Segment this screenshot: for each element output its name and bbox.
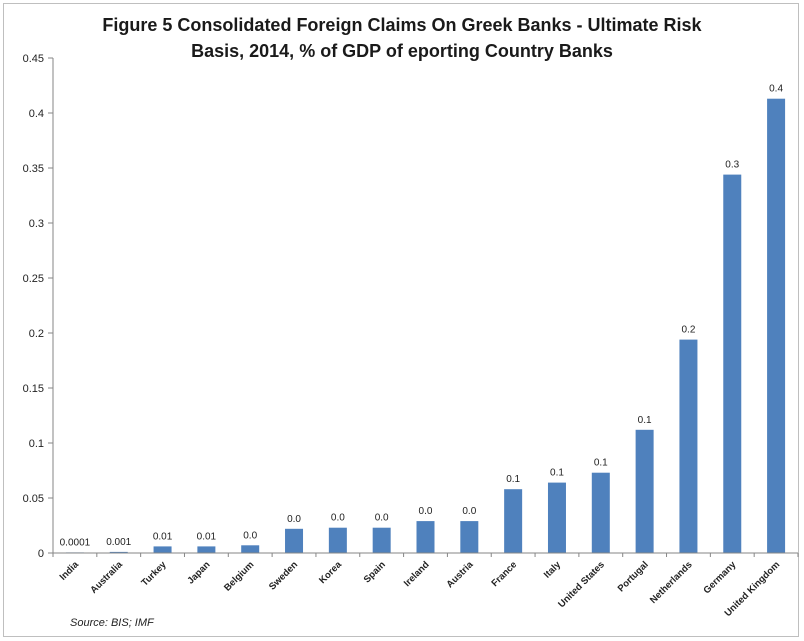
- data-label: 0.3: [725, 160, 739, 171]
- x-category-label: Sweden: [267, 559, 300, 592]
- bar-united-kingdom: [767, 98, 786, 553]
- source-note: Source: BIS; IMF: [70, 617, 154, 629]
- x-category-label: United States: [556, 559, 607, 610]
- x-category-label: Japan: [185, 559, 212, 586]
- data-label: 0.4: [769, 84, 783, 95]
- x-category-label: Portugal: [616, 559, 651, 594]
- x-category-label: Belgium: [222, 559, 256, 593]
- bar-italy: [547, 482, 566, 553]
- bar-spain: [372, 527, 391, 553]
- data-label: 0.0: [287, 514, 301, 525]
- x-category-label: Germany: [701, 559, 738, 596]
- data-label: 0.2: [681, 325, 695, 336]
- bar-ireland: [416, 521, 435, 553]
- bar-turkey: [153, 546, 172, 553]
- x-category-label: Spain: [362, 559, 388, 585]
- chart-title: Figure 5 Consolidated Foreign Claims On …: [0, 12, 804, 64]
- bars: 0.0001 0.001 0.01 0.01 0.0 0.0 0.0 0.0 0.0 0.0 0.1…: [60, 84, 786, 553]
- data-label: 0.0: [331, 513, 345, 524]
- data-label: 0.0: [375, 513, 389, 524]
- y-tick-label: 0: [38, 548, 44, 560]
- bar-belgium: [241, 545, 260, 553]
- bar-austria: [460, 521, 479, 553]
- y-tick-label: 0.15: [23, 383, 44, 395]
- data-label: 0.001: [106, 537, 131, 548]
- x-category-label: Korea: [317, 559, 344, 586]
- y-tick-label: 0.2: [29, 328, 44, 340]
- bar-australia: [109, 551, 128, 553]
- y-tick-label: 0.45: [23, 53, 44, 65]
- y-tick-label: 0.4: [29, 108, 44, 120]
- bar-korea: [328, 527, 347, 553]
- y-tick-label: 0.3: [29, 218, 44, 230]
- bar-sweden: [285, 528, 304, 553]
- x-category-label: Austria: [445, 559, 476, 590]
- chart-frame: [3, 3, 799, 637]
- y-tick-label: 0.35: [23, 163, 44, 175]
- bar-netherlands: [679, 339, 698, 553]
- data-label: 0.0: [462, 506, 476, 517]
- x-category-label: Italy: [542, 559, 564, 581]
- data-label: 0.1: [506, 474, 520, 485]
- y-tick-label: 0.25: [23, 273, 44, 285]
- chart-title-line-2: Basis, 2014, % of GDP of eporting Countr…: [191, 41, 613, 61]
- data-label: 0.01: [197, 531, 217, 542]
- x-category-label: Australia: [88, 559, 125, 596]
- x-category-label: Ireland: [402, 559, 432, 589]
- bar-japan: [197, 546, 216, 553]
- x-axis: India Australia Turkey Japan Belgium Sweden Ko…: [52, 552, 799, 619]
- x-category-label: France: [489, 559, 519, 589]
- data-label: 0.1: [594, 458, 608, 469]
- data-label: 0.1: [550, 468, 564, 479]
- y-axis: 0 0.05 0.1 0.15 0.2 0.25 0.3 0.35 0.4 0.45: [23, 53, 54, 560]
- chart-title-line-1: Figure 5 Consolidated Foreign Claims On …: [102, 15, 702, 35]
- bar-france: [504, 489, 523, 553]
- y-tick-label: 0.05: [23, 493, 44, 505]
- data-label: 0.01: [153, 531, 173, 542]
- x-category-label: Netherlands: [648, 559, 695, 606]
- data-label: 0.0001: [60, 537, 91, 548]
- x-category-label: India: [58, 559, 82, 583]
- data-label: 0.1: [638, 415, 652, 426]
- data-label: 0.0: [419, 506, 433, 517]
- bar-germany: [723, 174, 742, 553]
- y-tick-label: 0.1: [29, 438, 44, 450]
- data-label: 0.0: [243, 530, 257, 541]
- x-category-label: Turkey: [139, 559, 169, 589]
- bar-portugal: [635, 429, 654, 553]
- bar-united-states: [591, 472, 610, 553]
